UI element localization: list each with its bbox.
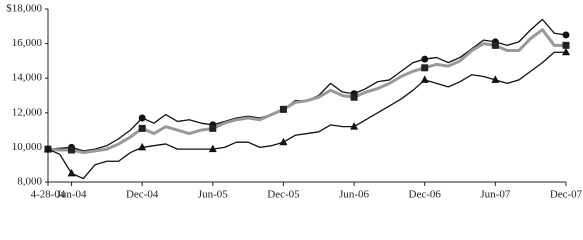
series-line [47, 18, 567, 152]
series-line [47, 51, 566, 180]
y-tick-label: 16,000 [12, 37, 43, 49]
marker [44, 144, 52, 153]
marker [562, 41, 570, 49]
chart: 8,000 10,000 12,000 14,000 16,000 $18,000 4-28… [6, 3, 583, 201]
y-tick-label: 10,000 [12, 141, 43, 153]
marker [420, 75, 429, 83]
marker [279, 137, 288, 146]
marker [562, 31, 570, 39]
y-tick-label: $18,000 [6, 3, 42, 15]
x-tick-label: Jun-07 [480, 189, 510, 201]
marker [209, 124, 217, 132]
marker [67, 168, 76, 177]
x-tick-label: Jun-04 [57, 189, 87, 201]
marker [350, 122, 359, 130]
marker [491, 75, 500, 83]
marker [68, 146, 76, 154]
x-tick-label: 4-28-04 [31, 189, 66, 201]
x-tick-label: Dec-05 [267, 189, 300, 201]
y-tick-label: 8,000 [17, 176, 42, 188]
marker [208, 144, 217, 153]
marker [421, 64, 429, 72]
series-line [47, 28, 566, 155]
x-tick-label: Dec-06 [409, 189, 442, 201]
y-tick-label: 12,000 [12, 106, 43, 118]
marker [491, 41, 499, 49]
y-tick-label: 14,000 [12, 72, 43, 84]
marker [138, 142, 147, 151]
marker [562, 47, 570, 56]
x-tick-label: Dec-04 [126, 189, 159, 201]
marker [421, 55, 429, 63]
x-tick-label: Jun-05 [198, 189, 228, 201]
x-tick-label: Jun-06 [339, 189, 369, 201]
marker [138, 114, 146, 122]
marker [350, 93, 358, 101]
marker [279, 105, 287, 113]
x-tick-label: Dec-07 [550, 189, 583, 201]
marker [138, 124, 146, 132]
